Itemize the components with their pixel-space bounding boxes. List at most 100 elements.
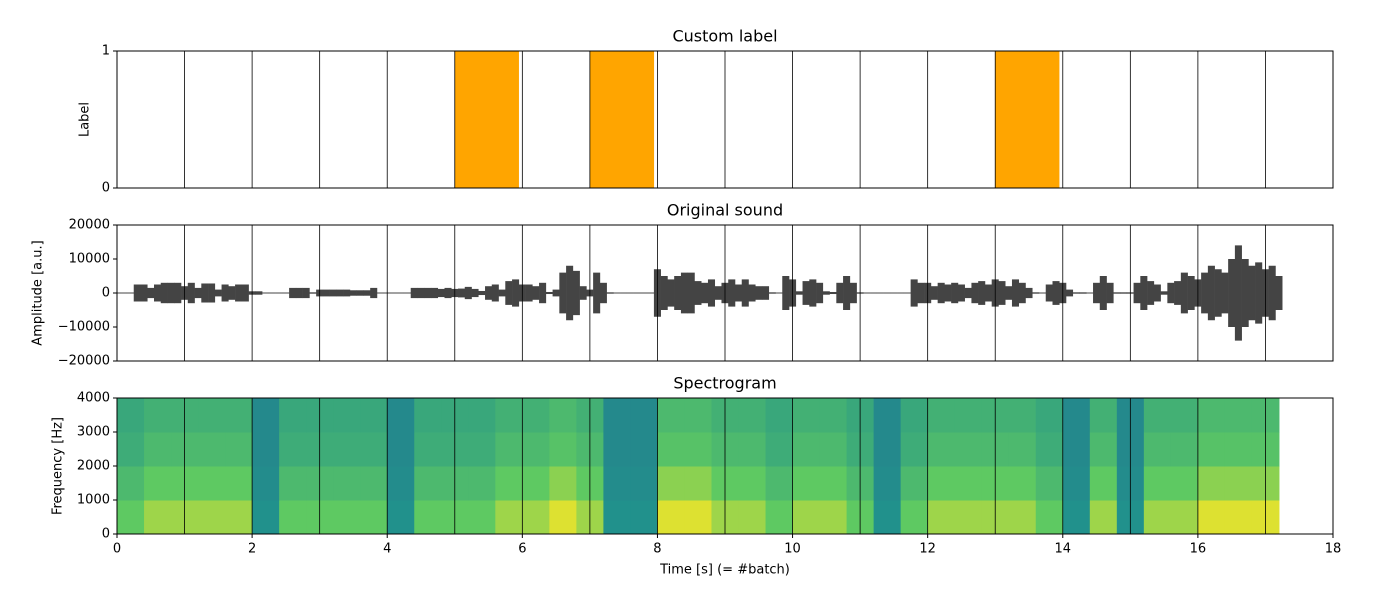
spectrogram-cell [549, 466, 577, 501]
spectrogram-cell [603, 500, 631, 535]
spectrogram-cell [1197, 432, 1226, 467]
spectrogram-cell [765, 398, 794, 433]
spectrogram-cell [1143, 500, 1172, 535]
x-tick-label: 2 [248, 542, 256, 557]
spectrogram-cell [900, 500, 929, 535]
spectrogram-cell [954, 500, 983, 535]
spectrogram-cell [333, 398, 361, 433]
spectrogram-cell [684, 500, 712, 535]
spectrogram-cell [198, 398, 226, 433]
spectrogram-cell [684, 398, 712, 433]
spectrogram-cell [792, 432, 821, 467]
spectrogram-cell [144, 466, 172, 501]
spectrogram-cell [630, 398, 658, 433]
spectrogram-cell [873, 466, 902, 501]
y-axis-label: Label [78, 102, 93, 137]
y-tick-label: 0 [102, 286, 110, 301]
y-axis-label: Frequency [Hz] [51, 417, 66, 515]
spectrogram-cell [468, 398, 496, 433]
spectrogram-cell [1197, 500, 1226, 535]
spectrogram-cell [279, 432, 307, 467]
spectrogram-cell [117, 466, 145, 501]
spectrogram-cell [522, 432, 550, 467]
spectrogram-cell [900, 466, 929, 501]
spectrogram-cell [198, 500, 226, 535]
spectrogram-cell [549, 398, 577, 433]
spectrogram-cell [495, 432, 523, 467]
spectrogram-cell [792, 500, 821, 535]
spectrogram-cell [1143, 398, 1172, 433]
spectrogram-cell [1143, 466, 1172, 501]
spectrogram-cell [603, 466, 631, 501]
spectrogram-cell [657, 500, 685, 535]
spectrogram-cell [1008, 432, 1037, 467]
spectrogram-cell [225, 466, 253, 501]
spectrogram-cell [1224, 432, 1253, 467]
spectrogram-cell [117, 398, 145, 433]
spectrogram-cell [1062, 432, 1091, 467]
spectrogram-cell [630, 500, 658, 535]
spectrogram-cell [414, 432, 442, 467]
spectrogram-cell [765, 466, 794, 501]
spectrogram-cell [1035, 466, 1064, 501]
y-tick-label: −10000 [58, 320, 110, 335]
spectrogram-cell [387, 500, 415, 535]
spectrogram-cell [819, 466, 848, 501]
spectrogram-cell [360, 466, 388, 501]
spectrogram-cell [279, 398, 307, 433]
spectrogram-cell [684, 432, 712, 467]
chart-title: Custom label [672, 27, 777, 46]
spectrogram-cell [792, 398, 821, 433]
spectrogram-cell [1170, 500, 1199, 535]
spectrogram-cell [1035, 398, 1064, 433]
spectrogram-cell [738, 398, 767, 433]
spectrogram-cell [360, 500, 388, 535]
spectrogram-cell [900, 432, 929, 467]
spectrogram-cell [1035, 432, 1064, 467]
x-tick-label: 6 [518, 542, 526, 557]
y-tick-label: 10000 [69, 252, 110, 267]
spectrogram-cell [549, 500, 577, 535]
spectrogram-cell [738, 432, 767, 467]
spectrogram-cell [522, 466, 550, 501]
spectrogram-cell [360, 432, 388, 467]
spectrogram-cell [1089, 398, 1118, 433]
spectrogram-cell [1035, 500, 1064, 535]
spectrogram-cell [1197, 466, 1226, 501]
spectrogram-cell [927, 500, 956, 535]
spectrogram-cell [1062, 500, 1091, 535]
spectrogram-cell [873, 500, 902, 535]
y-tick-label: 2000 [77, 459, 110, 474]
spectrogram-cell [252, 398, 280, 433]
chart-title: Spectrogram [673, 374, 776, 393]
spectrogram-cell [603, 398, 631, 433]
spectrogram-cell [144, 432, 172, 467]
spectrogram-cell [549, 432, 577, 467]
y-tick-label: 1000 [77, 493, 110, 508]
spectrogram-cell [198, 466, 226, 501]
y-tick-label: 0 [102, 181, 110, 196]
spectrogram-cell [927, 432, 956, 467]
y-tick-label: 0 [102, 527, 110, 542]
spectrogram-cell [414, 466, 442, 501]
spectrogram-cell [630, 432, 658, 467]
spectrogram-cell [144, 398, 172, 433]
x-tick-label: 14 [1055, 542, 1072, 557]
spectrogram-cell [1143, 432, 1172, 467]
spectrogram-cell [333, 500, 361, 535]
y-tick-label: 1 [102, 44, 110, 59]
axes-frame [116, 50, 1334, 189]
spectrogram-cell [387, 432, 415, 467]
spectrogram-cell [1089, 500, 1118, 535]
spectrogram-cell [198, 432, 226, 467]
spectrogram-cell [495, 466, 523, 501]
spectrogram-cell [819, 500, 848, 535]
spectrogram-cell [765, 500, 794, 535]
spectrogram-cell [414, 398, 442, 433]
spectrogram-cell [819, 398, 848, 433]
spectrogram-cell [468, 432, 496, 467]
spectrogram-cell [657, 466, 685, 501]
spectrogram-cell [333, 432, 361, 467]
x-tick-label: 8 [653, 542, 661, 557]
spectrogram-cell [1062, 466, 1091, 501]
